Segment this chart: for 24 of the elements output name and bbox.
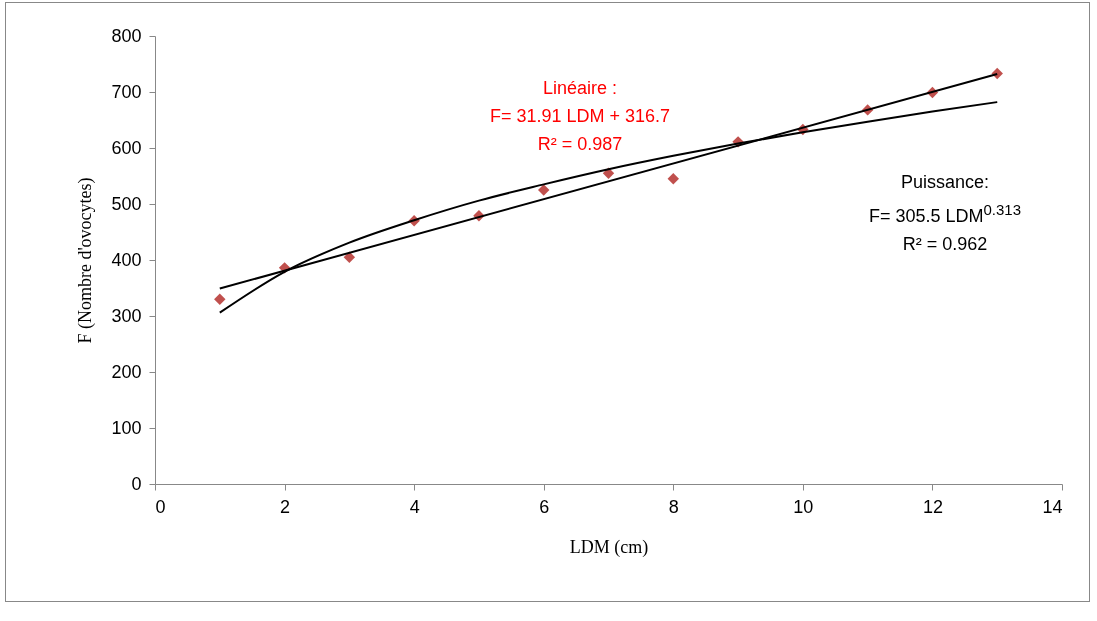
y-tick-label: 500 [111, 193, 142, 214]
point [214, 293, 226, 305]
x-tick-label: 6 [539, 496, 550, 517]
y-tick-label: 400 [111, 249, 142, 270]
x-tick-label: 8 [668, 496, 679, 517]
x-tick-label: 0 [155, 496, 166, 517]
annotation: Linéaire : F= 31.91 LDM + 316.7 R² = 0.987 [489, 77, 671, 156]
y-tick-label: 700 [111, 81, 142, 102]
y-tick-label: 200 [111, 361, 142, 382]
y-tick-label: 800 [111, 25, 142, 46]
x-tick-label: 14 [1042, 496, 1063, 517]
y-tick-label: 0 [131, 473, 142, 494]
x-tick-label: 4 [409, 496, 420, 517]
annotation: Puissance: F= 305.5 LDM$^{0.313}$ R² = 0.962 [868, 171, 1022, 256]
x-tick-label: 2 [280, 496, 291, 517]
y-tick-label: 100 [111, 417, 142, 438]
point [667, 173, 679, 185]
x-tick-label: 10 [793, 496, 814, 517]
y-axis-title: F (Nombre d'ovocytes) [75, 177, 97, 344]
y-tick-label: 300 [111, 305, 142, 326]
x-tick-label: 12 [922, 496, 943, 517]
point [538, 184, 550, 196]
x-axis-title: LDM (cm) [569, 536, 649, 558]
y-tick-label: 600 [111, 137, 142, 158]
